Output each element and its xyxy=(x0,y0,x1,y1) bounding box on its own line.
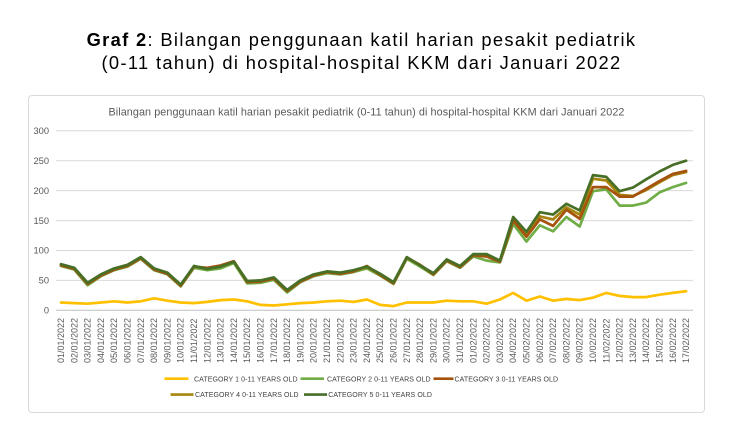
svg-text:01/01/2022: 01/01/2022 xyxy=(56,318,66,363)
svg-text:08/02/2022: 08/02/2022 xyxy=(561,318,571,363)
svg-text:17/01/2022: 17/01/2022 xyxy=(269,318,279,363)
svg-text:28/01/2022: 28/01/2022 xyxy=(415,318,425,363)
svg-text:16/02/2022: 16/02/2022 xyxy=(668,318,678,363)
svg-text:11/02/2022: 11/02/2022 xyxy=(601,319,611,363)
svg-text:15/01/2022: 15/01/2022 xyxy=(242,318,252,363)
svg-text:0: 0 xyxy=(44,306,49,316)
svg-text:12/02/2022: 12/02/2022 xyxy=(615,318,625,363)
svg-text:30/01/2022: 30/01/2022 xyxy=(442,318,452,363)
svg-text:CATEGORY 2 0-11 YEARS OLD: CATEGORY 2 0-11 YEARS OLD xyxy=(327,376,431,383)
svg-text:150: 150 xyxy=(33,216,49,226)
svg-text:08/01/2022: 08/01/2022 xyxy=(149,318,159,363)
svg-text:11/01/2022: 11/01/2022 xyxy=(189,319,199,363)
svg-text:07/02/2022: 07/02/2022 xyxy=(548,318,558,363)
svg-text:13/02/2022: 13/02/2022 xyxy=(628,318,638,363)
svg-text:23/01/2022: 23/01/2022 xyxy=(349,318,359,363)
svg-text:18/01/2022: 18/01/2022 xyxy=(282,318,292,363)
svg-text:22/01/2022: 22/01/2022 xyxy=(335,318,345,363)
svg-text:04/01/2022: 04/01/2022 xyxy=(96,318,106,363)
svg-text:03/01/2022: 03/01/2022 xyxy=(83,318,93,363)
svg-text:250: 250 xyxy=(33,156,49,166)
svg-text:05/01/2022: 05/01/2022 xyxy=(109,318,119,363)
svg-text:09/01/2022: 09/01/2022 xyxy=(162,318,172,363)
svg-text:25/01/2022: 25/01/2022 xyxy=(375,318,385,363)
svg-text:07/01/2022: 07/01/2022 xyxy=(136,318,146,363)
svg-text:31/01/2022: 31/01/2022 xyxy=(455,318,465,363)
svg-text:24/01/2022: 24/01/2022 xyxy=(362,318,372,363)
svg-text:13/01/2022: 13/01/2022 xyxy=(216,318,226,363)
svg-text:CATEGORY 5 0-11 YEARS OLD: CATEGORY 5 0-11 YEARS OLD xyxy=(328,392,432,399)
svg-text:26/01/2022: 26/01/2022 xyxy=(389,318,399,363)
svg-text:20/01/2022: 20/01/2022 xyxy=(309,318,319,363)
svg-text:05/02/2022: 05/02/2022 xyxy=(522,318,532,363)
svg-text:CATEGORY 3 0-11 YEARS OLD: CATEGORY 3 0-11 YEARS OLD xyxy=(455,376,559,383)
svg-text:15/02/2022: 15/02/2022 xyxy=(655,318,665,363)
svg-text:14/02/2022: 14/02/2022 xyxy=(641,318,651,363)
svg-text:06/01/2022: 06/01/2022 xyxy=(123,318,133,363)
svg-text:CATEGORY 1 0-11 YEARS OLD: CATEGORY 1 0-11 YEARS OLD xyxy=(194,376,298,383)
svg-text:16/01/2022: 16/01/2022 xyxy=(256,318,266,363)
svg-text:14/01/2022: 14/01/2022 xyxy=(229,318,239,363)
svg-text:03/02/2022: 03/02/2022 xyxy=(495,318,505,363)
svg-text:19/01/2022: 19/01/2022 xyxy=(295,318,305,363)
svg-text:01/02/2022: 01/02/2022 xyxy=(468,318,478,363)
svg-text:02/01/2022: 02/01/2022 xyxy=(69,318,79,363)
svg-text:29/01/2022: 29/01/2022 xyxy=(428,318,438,363)
svg-text:17/02/2022: 17/02/2022 xyxy=(681,318,691,363)
svg-text:CATEGORY 4 0-11 YEARS OLD: CATEGORY 4 0-11 YEARS OLD xyxy=(195,392,299,399)
svg-text:100: 100 xyxy=(33,246,49,256)
svg-text:09/02/2022: 09/02/2022 xyxy=(575,318,585,363)
svg-text:300: 300 xyxy=(33,126,49,136)
svg-text:50: 50 xyxy=(39,276,49,286)
svg-text:10/01/2022: 10/01/2022 xyxy=(176,318,186,363)
svg-text:27/01/2022: 27/01/2022 xyxy=(402,318,412,363)
svg-text:04/02/2022: 04/02/2022 xyxy=(508,318,518,363)
svg-text:200: 200 xyxy=(33,186,49,196)
svg-text:Bilangan penggunaan katil hari: Bilangan penggunaan katil harian pesakit… xyxy=(108,107,624,119)
svg-text:10/02/2022: 10/02/2022 xyxy=(588,318,598,363)
svg-text:21/01/2022: 21/01/2022 xyxy=(322,318,332,363)
svg-text:02/02/2022: 02/02/2022 xyxy=(482,318,492,363)
svg-text:12/01/2022: 12/01/2022 xyxy=(202,318,212,363)
svg-text:06/02/2022: 06/02/2022 xyxy=(535,318,545,363)
